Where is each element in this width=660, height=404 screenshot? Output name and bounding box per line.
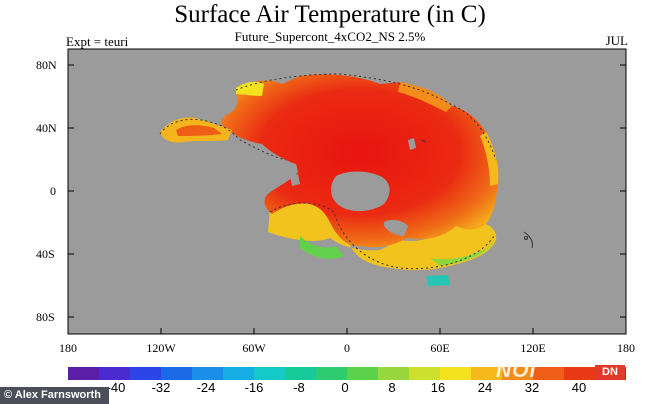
colorbar-swatch (533, 367, 564, 380)
lon-label-0: 0 (344, 341, 350, 355)
colorbar-swatch (285, 367, 316, 380)
month-label: JUL (605, 33, 628, 48)
colorbar-swatch (130, 367, 161, 380)
colorbar-label: 32 (524, 380, 540, 395)
colorbar-swatch (316, 367, 347, 380)
map-title: Surface Air Temperature (in C) (174, 1, 486, 28)
lat-label-80s: 80S (36, 310, 55, 324)
colorbar-label: -32 (151, 380, 171, 395)
colorbar-swatch (99, 367, 130, 380)
lon-label-180e: 180 (617, 341, 635, 355)
southern-teal-island (426, 275, 450, 286)
lon-label-180w: 180 (59, 341, 77, 355)
island-dot (524, 236, 528, 240)
colorbar-swatch (471, 367, 502, 380)
inland-sea (331, 171, 390, 212)
colorbar-swatch (254, 367, 285, 380)
colorbar-label: 0 (341, 380, 349, 395)
colorbar-swatch (502, 367, 533, 380)
coastline-dots (159, 73, 497, 270)
island-arc-east (523, 231, 533, 249)
lon-label-120e: 120E (520, 341, 546, 355)
colorbar-label: 24 (477, 380, 493, 395)
colorbar-swatch (68, 367, 99, 380)
colorbar-label: -40 (106, 380, 126, 395)
colorbar-label: 16 (430, 380, 446, 395)
lon-label-60w: 60W (242, 341, 266, 355)
image-credit: © Alex Farnsworth (0, 387, 109, 404)
lat-ticks (68, 64, 626, 318)
southern-green-fringe (300, 236, 344, 259)
northeast-orange-coast (398, 82, 452, 112)
colorbar-swatch (223, 367, 254, 380)
supercontinent (160, 74, 499, 248)
colorbar-label: 8 (388, 380, 396, 395)
lon-label-60e: 60E (430, 341, 450, 355)
experiment-label: Expt = teuri (66, 34, 129, 49)
inland-lake-central (290, 174, 300, 186)
lat-label-0: 0 (50, 184, 56, 198)
colorbar-swatch (347, 367, 378, 380)
inland-lake-east (408, 138, 416, 150)
western-arm-core (176, 125, 222, 136)
colorbar-label: -16 (244, 380, 264, 395)
coastline-south (269, 202, 495, 270)
small-islands (421, 139, 533, 249)
island-north (421, 139, 427, 143)
lon-label-120w: 120W (146, 341, 176, 355)
colorbar-label: 40 (571, 380, 587, 395)
watermark-logo: NOI (496, 359, 537, 382)
inland-sea-south (384, 219, 408, 236)
southern-green-fringe-east (430, 240, 494, 266)
lat-label-40s: 40S (36, 247, 55, 261)
colorbar-label: -8 (293, 380, 305, 395)
colorbar-swatch (378, 367, 409, 380)
watermark-badge: DN (595, 365, 625, 380)
colorbar-swatch (440, 367, 471, 380)
colorbar-label: -24 (196, 380, 216, 395)
southern-landmass (268, 202, 497, 286)
colorbar-swatch (192, 367, 223, 380)
lat-label-80n: 80N (36, 58, 57, 72)
lon-ticks (160, 328, 534, 334)
northern-yellow-coast (236, 81, 264, 96)
southern-cool-edge (268, 202, 497, 271)
eastern-coast (480, 132, 499, 186)
colorbar-swatch (564, 367, 595, 380)
coastline-west (159, 118, 287, 161)
lat-label-40n: 40N (36, 121, 57, 135)
colorbar-swatch (161, 367, 192, 380)
landmass-main (221, 74, 499, 248)
colorbar (68, 367, 626, 380)
colorbar-swatch (409, 367, 440, 380)
map-subtitle: Future_Supercont_4xCO2_NS 2.5% (234, 29, 426, 44)
